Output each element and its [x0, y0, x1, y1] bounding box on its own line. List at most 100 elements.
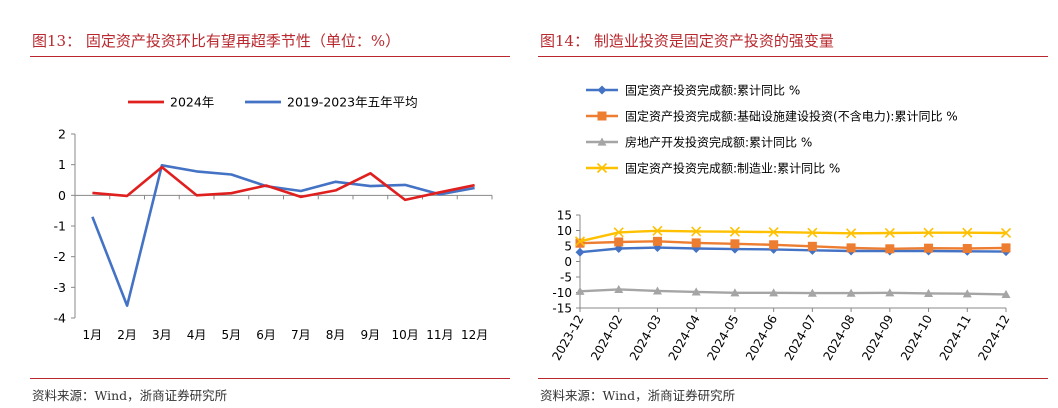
data-point: [575, 238, 585, 248]
y-tick-label: 2: [58, 127, 66, 142]
series-1: [575, 236, 1011, 254]
y-tick-label: -5: [560, 271, 572, 285]
data-point: [691, 238, 701, 248]
series-line-3: [579, 229, 1007, 243]
legend-label-0: 2024年: [170, 95, 214, 110]
right-legend: 固定资产投资完成额:累计同比 % 固定资产投资完成额:基础设施建设投资(不含电力)…: [586, 83, 958, 176]
x-tick-label: 9月: [361, 328, 381, 342]
right-source-rule: [538, 378, 1048, 379]
x-tick-label: 2024-05: [704, 313, 741, 363]
x-tick-label: 2024-12: [975, 313, 1012, 363]
data-point: [1001, 289, 1011, 298]
data-point: [769, 288, 779, 297]
data-point: [962, 227, 973, 238]
legend-label-1: 2019-2023年五年平均: [287, 95, 418, 110]
y-tick-label: 10: [557, 224, 572, 238]
series-line-2: [579, 288, 1007, 296]
x-tick-label: 2024-04: [666, 313, 703, 363]
left-legend: 2024年 2019-2023年五年平均: [128, 95, 418, 110]
y-tick-label: 15: [557, 209, 572, 223]
x-tick-label: 1月: [83, 328, 103, 342]
data-point: [769, 240, 779, 250]
series-line-0: [92, 165, 475, 202]
x-tick-label: 2024-06: [743, 313, 780, 363]
data-point: [614, 237, 624, 247]
data-point: [691, 287, 701, 296]
series-line-0: [579, 246, 1007, 254]
right-title-rule: [538, 56, 1048, 57]
x-tick-label: 10月: [391, 328, 418, 342]
data-point: [885, 244, 895, 254]
right-line-chart: 固定资产投资完成额:累计同比 % 固定资产投资完成额:基础设施建设投资(不含电力)…: [549, 83, 1012, 363]
x-tick-label: 2024-11: [937, 313, 974, 363]
legend-marker-2: [597, 137, 607, 146]
series-2: [575, 284, 1011, 298]
legend-marker-3: [596, 162, 608, 174]
data-point: [730, 288, 740, 297]
right-source-note: 资料来源：Wind，浙商证券研究所: [540, 388, 736, 403]
y-tick-label: -3: [54, 280, 66, 295]
left-chart-panel: 图13： 固定资产投资环比有望再超季节性（单位：%） 2024年 2019-202…: [0, 0, 520, 408]
left-line-chart: 2024年 2019-2023年五年平均 2 1 0 -1 -2 -3 -4 1月 2月 3月 4月 5月…: [54, 95, 493, 342]
data-point: [652, 236, 662, 246]
x-tick-label: 5月: [222, 328, 242, 342]
x-tick-label: 3月: [152, 328, 172, 342]
legend-label-3: 固定资产投资完成额:制造业:累计同比 %: [625, 161, 840, 176]
x-tick-label: 2024-03: [627, 313, 664, 363]
data-point: [924, 243, 934, 253]
data-point: [691, 226, 702, 237]
x-tick-label: 2月: [117, 328, 137, 342]
data-point: [924, 288, 934, 298]
data-point: [846, 288, 856, 297]
data-point: [729, 226, 740, 237]
left-chart-title: 图13： 固定资产投资环比有望再超季节性（单位：%）: [32, 32, 401, 50]
data-point: [652, 225, 663, 236]
x-tick-label: 12月: [461, 328, 488, 342]
data-point: [846, 243, 856, 253]
y-tick-label: -1: [54, 219, 66, 234]
y-tick-label: 0: [58, 188, 66, 203]
data-point: [575, 247, 585, 257]
y-tick-label: -15: [552, 302, 572, 316]
left-source-note: 资料来源：Wind，浙商证券研究所: [32, 388, 228, 403]
series-3: [574, 225, 1012, 247]
y-tick-label: -10: [552, 286, 572, 300]
legend-label-2: 房地产开发投资完成额:累计同比 %: [625, 135, 812, 150]
y-tick-label: -2: [54, 249, 66, 264]
data-point: [768, 226, 779, 238]
y-tick-label: 5: [564, 240, 572, 254]
data-point: [962, 289, 972, 298]
data-point: [885, 288, 895, 297]
legend-marker-1: [597, 111, 607, 121]
data-point: [613, 227, 624, 238]
legend-label-1: 固定资产投资完成额:基础设施建设投资(不含电力):累计同比 %: [625, 109, 958, 124]
x-tick-label: 2024-10: [898, 313, 935, 363]
y-tick-label: -4: [54, 311, 67, 326]
x-tick-label: 2024-09: [859, 313, 896, 363]
y-tick-label: 0: [564, 255, 572, 269]
x-tick-label: 2024-07: [782, 313, 819, 363]
x-tick-label: 4月: [187, 328, 207, 342]
data-point: [846, 228, 857, 239]
left-title-rule: [30, 56, 510, 57]
y-tick-label: 1: [58, 157, 66, 172]
data-point: [962, 243, 972, 253]
left-source-rule: [30, 378, 510, 379]
data-point: [614, 284, 624, 293]
x-tick-label: 8月: [326, 328, 346, 342]
data-point: [807, 227, 818, 238]
data-point: [923, 227, 934, 238]
series-line-1: [579, 240, 1007, 251]
legend-marker-0: [597, 85, 607, 95]
data-point: [730, 239, 740, 249]
right-chart-title: 图14： 制造业投资是固定资产投资的强变量: [540, 32, 834, 50]
x-tick-label: 2024-02: [588, 313, 625, 363]
legend-label-0: 固定资产投资完成额:累计同比 %: [625, 83, 800, 98]
x-tick-label: 11月: [426, 328, 453, 342]
data-point: [652, 286, 662, 295]
series-line-1: [91, 164, 475, 307]
data-point: [884, 227, 895, 239]
data-point: [575, 286, 585, 295]
right-chart-panel: 图14： 制造业投资是固定资产投资的强变量 固定资产投资完成额:累计同比 % 固定…: [528, 0, 1058, 408]
x-tick-label: 2023-12: [549, 313, 586, 363]
